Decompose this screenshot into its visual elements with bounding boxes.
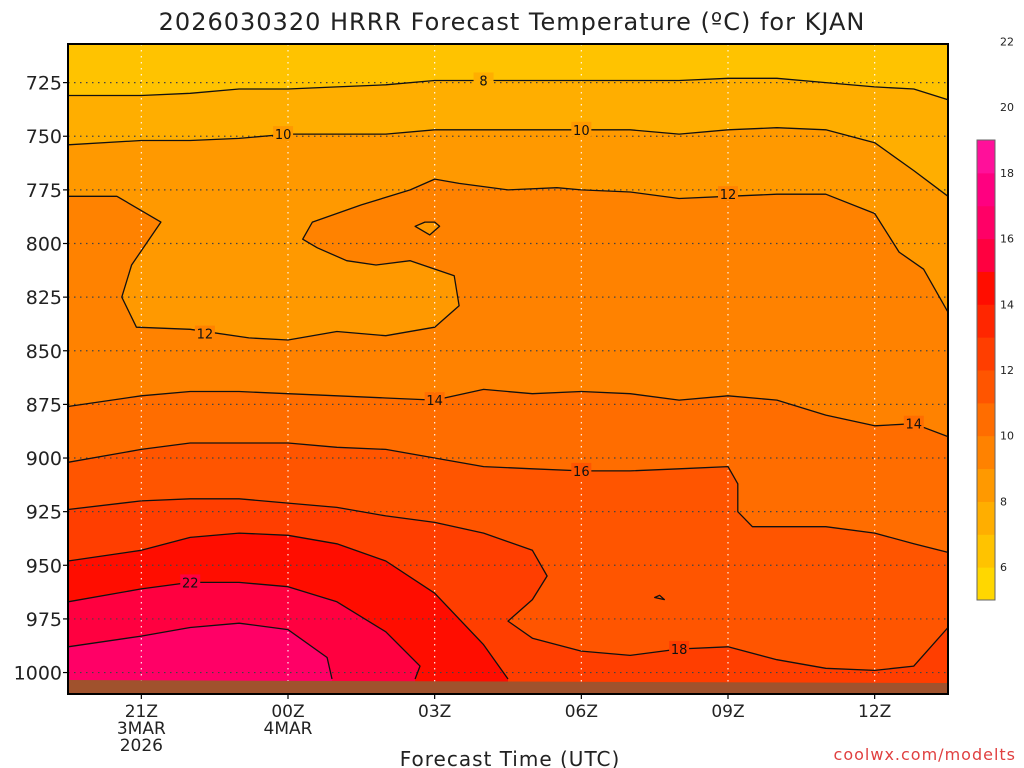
x-tick-label-0: 06Z (565, 702, 598, 722)
colorbar-label-18: 18 (1000, 167, 1014, 180)
axes-layer: 725 750 775 800 825 850 875 900 925 950 975 1000 21Z… (14, 43, 949, 756)
contour-label-12: 12 (197, 328, 214, 343)
colorbar-swatch-6 (977, 370, 995, 404)
contour-line-18 (67, 498, 949, 672)
x-axis-label: Forecast Time (UTC) (400, 747, 621, 768)
contour-label-16: 16 (573, 465, 590, 480)
contour-line-20 (67, 532, 509, 680)
contour-label-bg (473, 72, 494, 88)
contour-layer: 8 10 10 12 12 14 14 16 18 22 (67, 72, 949, 680)
y-tick-label-925: 925 (26, 502, 62, 524)
y-tick-label-825: 825 (26, 287, 62, 309)
x-tick-label-2: 2026 (120, 736, 163, 756)
colorbar-swatch-7 (977, 337, 995, 371)
colorbar-swatch-13 (977, 140, 995, 174)
band-island-0 (415, 222, 440, 235)
colorbar-swatch-1 (977, 534, 995, 568)
contour-line-10 (67, 127, 949, 197)
grid-layer (68, 44, 948, 694)
colorbar-label-6: 6 (1000, 561, 1007, 574)
colorbar-label-14: 14 (1000, 298, 1014, 311)
y-tick-label-900: 900 (26, 448, 62, 470)
plot-frame (67, 43, 949, 695)
y-tick-label-800: 800 (26, 234, 62, 256)
contour-line-16 (67, 442, 949, 554)
contour-label-bg (180, 574, 201, 590)
y-tick-label-775: 775 (26, 180, 62, 202)
x-tick-label-0: 12Z (858, 702, 891, 722)
colorbar-label-8: 8 (1000, 495, 1007, 508)
contour-label-8: 8 (479, 74, 487, 89)
contour-label-bg (669, 640, 690, 656)
contour-label-18: 18 (671, 643, 688, 658)
contour-line-24 (67, 622, 333, 680)
contour-label-14: 14 (426, 394, 443, 409)
contour-line-18 (654, 594, 666, 601)
contour-label-bg (273, 126, 294, 142)
credit-text: coolwx.com/modelts (834, 745, 1016, 764)
surface-ground (68, 680, 948, 694)
colorbar-swatch-10 (977, 238, 995, 272)
y-tick-label-850: 850 (26, 341, 62, 363)
chart-title: 2026030320 HRRR Forecast Temperature (ºC… (159, 8, 866, 36)
contour-label-22: 22 (182, 576, 199, 591)
colorbar-swatch-12 (977, 172, 995, 207)
contour-label-10: 10 (275, 128, 292, 143)
y-tick-label-875: 875 (26, 394, 62, 416)
x-tick-label-0: 21Z (125, 702, 158, 722)
x-tick-label-0: 03Z (418, 702, 451, 722)
contour-label-bg (718, 186, 738, 202)
y-tick-label-750: 750 (26, 126, 62, 148)
colorbar-swatch-5 (977, 402, 995, 437)
y-tick-label-975: 975 (26, 609, 62, 631)
contour-line-22 (67, 581, 421, 680)
colorbar-swatch-4 (977, 435, 995, 470)
contour-line-14 (67, 388, 949, 438)
colorbar-swatch-3 (977, 468, 995, 502)
colorbar-swatch-0 (977, 567, 995, 601)
colorbar-swatch-2 (977, 501, 995, 535)
contour-label-bg (571, 121, 592, 137)
y-tick-label-950: 950 (26, 555, 62, 577)
colorbar-label-22: 22 (1000, 35, 1014, 48)
contour-label-bg (571, 462, 592, 478)
x-tick-label-0: 09Z (711, 702, 744, 722)
contour-line-12 (414, 221, 441, 236)
colorbar-swatch-9 (977, 271, 995, 305)
colorbar-label-12: 12 (1000, 364, 1014, 377)
contour-label-bg (424, 392, 445, 408)
y-tick-label-725: 725 (26, 73, 62, 95)
colorbar-label-16: 16 (1000, 233, 1014, 246)
contour-label-14: 14 (906, 418, 923, 433)
x-tick-label-1: 4MAR (264, 719, 313, 739)
colorbar-swatch-11 (977, 205, 995, 240)
colorbar-swatch-8 (977, 304, 995, 338)
x-tick-label-0: 00Z (271, 702, 304, 722)
contour-label-bg (903, 415, 924, 431)
x-tick-label-1: 3MAR (117, 719, 166, 739)
y-tick-label-1000: 1000 (14, 663, 62, 685)
contour-label-12: 12 (720, 188, 737, 203)
band-fill-24-8 (68, 623, 332, 694)
plot-fill-layer (68, 44, 948, 695)
contour-label-bg (194, 325, 215, 341)
colorbar-label-10: 10 (1000, 430, 1014, 443)
colorbar-frame (976, 139, 996, 601)
surface-layer (68, 680, 948, 694)
colorbar: 68101214161820222426 (976, 35, 1014, 601)
contour-line-8 (68, 77, 949, 101)
colorbar-label-20: 20 (1000, 101, 1014, 114)
contour-label-10: 10 (573, 124, 590, 139)
